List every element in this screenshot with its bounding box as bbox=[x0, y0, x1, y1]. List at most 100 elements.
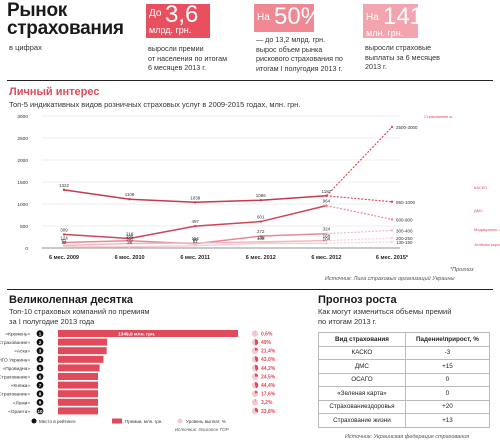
divider-mid bbox=[7, 289, 493, 290]
table-row: Страхованиездоровья +20 bbox=[318, 399, 491, 414]
data-label: 28 bbox=[127, 240, 133, 245]
data-point bbox=[259, 220, 262, 223]
bar bbox=[58, 347, 107, 355]
y-tick-label: 2500 bbox=[17, 136, 28, 142]
bar-value-label: 277,5 млн. грн. bbox=[118, 383, 153, 389]
data-label: 96 bbox=[193, 237, 199, 242]
data-label: 600-900 bbox=[396, 217, 413, 222]
series-line bbox=[326, 204, 393, 220]
x-tick-label: 6 мес. 2012 bbox=[311, 255, 341, 261]
stat3-unit: млн. грн. bbox=[366, 28, 404, 38]
stat-box-2 bbox=[254, 4, 314, 32]
legend-entry: ДМС bbox=[474, 208, 483, 213]
stat3-value: 141 bbox=[383, 3, 424, 30]
data-label: 324 bbox=[323, 227, 331, 232]
bar-category-label: «Аска» bbox=[14, 349, 30, 355]
payout-label: 33,8% bbox=[261, 409, 276, 415]
bar bbox=[58, 381, 98, 389]
bar bbox=[58, 398, 98, 406]
stat1-desc: выросли премии от населения по итогам 6 ме… bbox=[148, 44, 228, 72]
bar-category-label: «Арсенал Страхование» bbox=[0, 375, 30, 381]
payout-pie-slice bbox=[255, 347, 259, 351]
bar-chart-rows: «Кремень» 1 1349,9 млн. грн. 0,6% «АХА Страх… bbox=[0, 330, 276, 415]
title-line2: страхования bbox=[7, 18, 124, 39]
payout-label: 44,2% bbox=[261, 366, 276, 372]
y-tick-label: 0 bbox=[25, 246, 28, 252]
rank-number: 6 bbox=[39, 374, 42, 379]
y-tick-label: 1500 bbox=[17, 180, 28, 186]
data-label: 300-400 bbox=[396, 228, 413, 233]
series-line bbox=[326, 195, 393, 203]
stat1-value: 3,6 bbox=[165, 1, 199, 28]
stat-box-1 bbox=[146, 4, 210, 38]
bar-value-label: 266,6 млн. грн. bbox=[118, 392, 153, 398]
bar bbox=[58, 407, 98, 415]
growth-table-header: Вид страхования Падение\прирост, % bbox=[318, 332, 491, 347]
stat1-unit: млрд. грн. bbox=[149, 25, 192, 35]
data-label: 200-250 bbox=[396, 236, 413, 241]
bar bbox=[58, 330, 238, 337]
data-point bbox=[62, 245, 66, 249]
data-point bbox=[194, 201, 197, 204]
data-point bbox=[128, 198, 131, 201]
legend-prem: Премии, млн. грн. bbox=[125, 419, 162, 424]
x-tick-label: 6 мес. 2011 bbox=[180, 255, 210, 261]
stat3-prefix: На bbox=[366, 12, 379, 23]
bar-category-label: «Провидна» bbox=[3, 366, 31, 372]
data-label: 1086 bbox=[256, 193, 267, 198]
series-line bbox=[326, 237, 393, 242]
legend-entry: Страхование ж. bbox=[424, 114, 453, 119]
data-label: 102 bbox=[126, 237, 134, 242]
legend-pay: Уровень выплат, % bbox=[186, 419, 226, 424]
rank-number: 8 bbox=[39, 392, 42, 397]
rank-number: 2 bbox=[39, 340, 42, 345]
data-label: 124 bbox=[60, 236, 68, 241]
forecast-note: *Прогноз bbox=[450, 267, 474, 273]
data-point bbox=[259, 199, 262, 202]
table-row: ДМС +15 bbox=[318, 359, 491, 374]
rank-badge bbox=[36, 330, 44, 337]
data-point bbox=[325, 194, 328, 197]
divider-top bbox=[7, 80, 493, 81]
data-point bbox=[390, 236, 394, 240]
data-label: 168 bbox=[323, 234, 331, 239]
payout-label: 24,5% bbox=[261, 374, 276, 380]
stat2-prefix: На bbox=[257, 12, 270, 23]
bar-value-label: 251,4 млн. грн. bbox=[118, 400, 153, 406]
data-point bbox=[62, 233, 66, 236]
rank-badge bbox=[36, 407, 44, 415]
data-point bbox=[390, 240, 394, 244]
page-title: Рынок страхования bbox=[7, 1, 124, 39]
payout-label: 43,0% bbox=[261, 357, 276, 363]
stat3-desc: выросли страховые выплаты за 6 месяцев 201… bbox=[365, 43, 440, 71]
rank-number: 1 bbox=[39, 331, 42, 336]
stat-box-3 bbox=[363, 4, 418, 38]
series-line bbox=[326, 229, 393, 235]
data-label: 25 bbox=[61, 240, 67, 245]
data-label: 216 bbox=[126, 231, 134, 236]
line-chart-grid bbox=[42, 115, 400, 249]
rank-badge bbox=[36, 364, 44, 372]
data-point bbox=[325, 242, 328, 245]
rank-number: 3 bbox=[39, 349, 42, 354]
legend-entry: Зелёная карта bbox=[474, 242, 500, 247]
data-point bbox=[390, 218, 394, 221]
legend-prem-swatch bbox=[112, 418, 122, 424]
bar bbox=[58, 338, 108, 346]
bar-category-label: «Оранта» bbox=[8, 409, 30, 415]
payout-pie-slice bbox=[255, 390, 258, 394]
bar-value-label: 364,9 млн. грн. bbox=[118, 349, 153, 355]
payout-label: 44,4% bbox=[261, 383, 276, 389]
growth-subtitle: Как могут измениться объемы премий по ито… bbox=[318, 307, 452, 326]
y-tick-label: 500 bbox=[20, 224, 28, 230]
data-label: 950-1000 bbox=[396, 200, 416, 205]
rank-badge bbox=[36, 338, 44, 346]
x-tick-label: 6 мес. 2015* bbox=[376, 255, 409, 261]
payout-pie-slice bbox=[255, 339, 259, 346]
data-label: 1187 bbox=[322, 189, 332, 194]
line-chart-xticks: 6 мес. 2009 6 мес. 2010 6 мес. 2011 6 мес. … bbox=[49, 255, 409, 261]
bar-chart-legend: Место в рейтинге Премии, млн. грн. Уровень… bbox=[31, 418, 229, 432]
data-point bbox=[62, 241, 66, 244]
data-point bbox=[128, 242, 131, 245]
